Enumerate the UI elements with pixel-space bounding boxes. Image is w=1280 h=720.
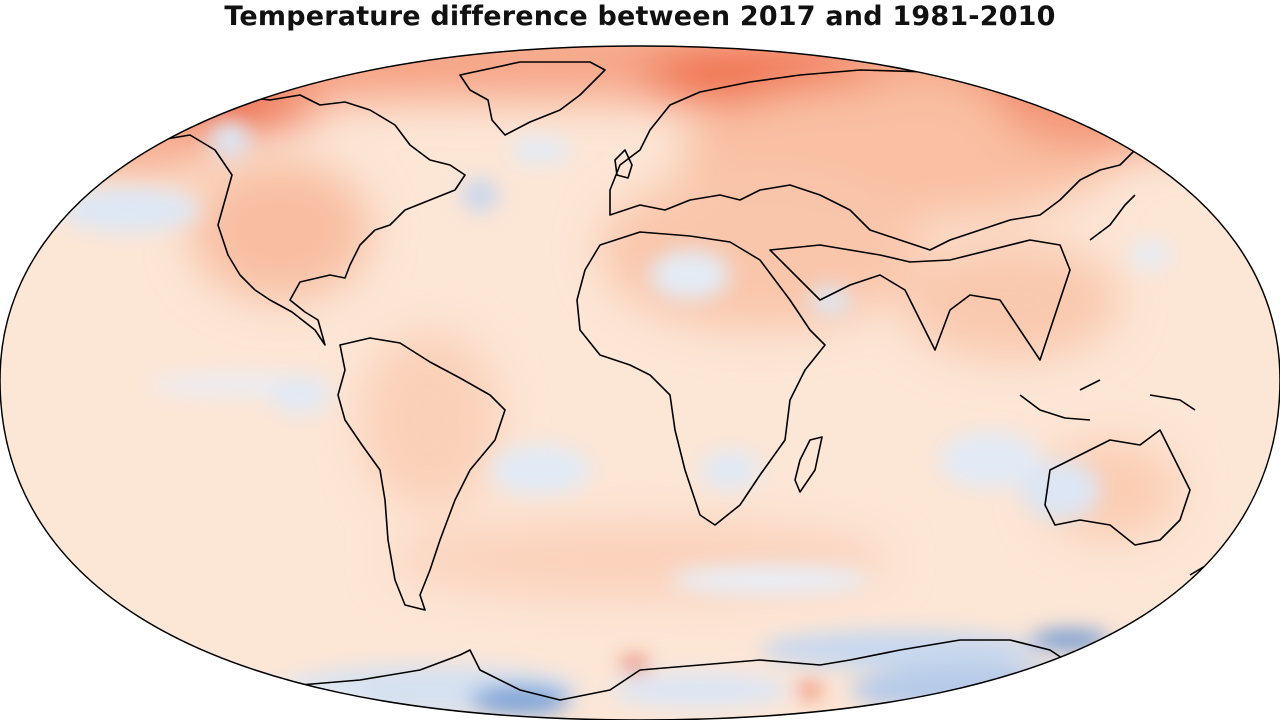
indonesia-outline <box>1019 379 1196 421</box>
greenland-outline <box>459 61 606 136</box>
map-title: Temperature difference between 2017 and … <box>224 1 1056 32</box>
antarctica-outline <box>249 639 1081 706</box>
madagascar-outline <box>794 436 823 493</box>
coastlines <box>137 61 1251 706</box>
japan-outline <box>1089 194 1136 241</box>
south-america-outline <box>337 337 506 611</box>
australia-outline <box>1044 429 1191 546</box>
globe-outline <box>0 45 1280 720</box>
uk-outline <box>614 149 633 179</box>
africa-outline <box>576 231 826 526</box>
south-asia-outline <box>769 239 1071 361</box>
north-america-outline <box>137 94 466 346</box>
eurasia-outline <box>609 69 1141 251</box>
